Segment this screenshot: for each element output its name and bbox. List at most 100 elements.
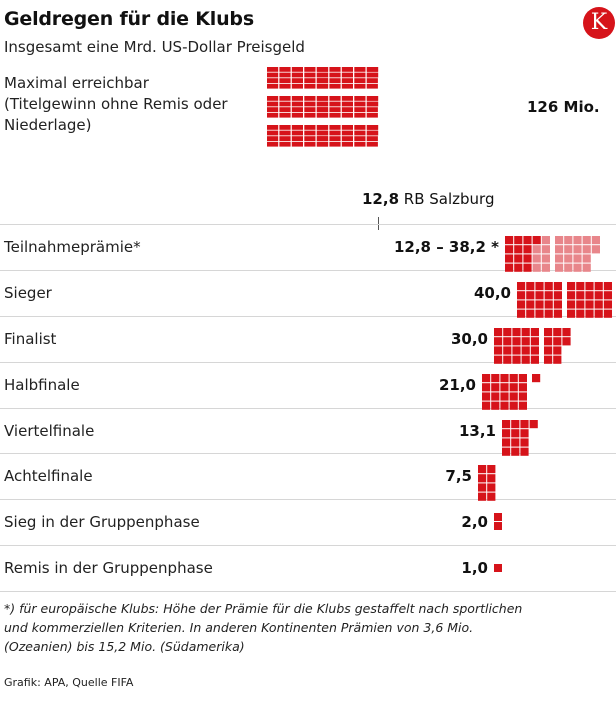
row-square [541, 236, 550, 245]
maximum-squares [267, 67, 379, 147]
maximum-square [291, 67, 303, 72]
maximum-square [341, 107, 353, 112]
row-square [603, 291, 612, 300]
row-square [494, 337, 503, 346]
row-square [511, 429, 520, 438]
row-square [500, 392, 509, 401]
maximum-square [354, 67, 366, 72]
row-square [530, 328, 539, 337]
row-square [521, 346, 530, 355]
maximum-square [291, 112, 303, 118]
maximum-square [329, 125, 341, 130]
row-square [530, 346, 539, 355]
row-square [591, 236, 600, 245]
maximum-square [366, 136, 378, 141]
maximum-square [341, 130, 353, 136]
row-square [562, 337, 571, 346]
row-square [553, 328, 562, 337]
maximum-square [279, 112, 291, 118]
row-label: Finalist [4, 330, 57, 348]
row-square [532, 254, 541, 263]
row-square [491, 401, 500, 410]
row-squares [478, 465, 496, 501]
maximum-square [341, 96, 353, 101]
row-square [512, 355, 521, 364]
chart-subtitle: Insgesamt eine Mrd. US-Dollar Preisgeld [4, 38, 305, 56]
maximum-square [291, 125, 303, 130]
maximum-square [354, 130, 366, 136]
maximum-square [317, 67, 329, 72]
maximum-square [354, 78, 366, 83]
maximum-square [304, 96, 316, 101]
row-square [541, 263, 550, 272]
row-square [523, 236, 532, 245]
reference-name: RB Salzburg [403, 190, 495, 208]
row-squares [502, 420, 538, 456]
maximum-square [267, 83, 279, 89]
maximum-square [317, 112, 329, 118]
row-square [503, 346, 512, 355]
row-square [514, 254, 523, 263]
row-square [487, 483, 496, 492]
maximum-square [354, 96, 366, 101]
row-square [526, 300, 535, 309]
row-square [494, 564, 502, 572]
row-square [544, 291, 553, 300]
maximum-square [304, 107, 316, 112]
row-square [555, 245, 564, 254]
row-square [482, 374, 491, 383]
maximum-square [317, 83, 329, 89]
maximum-square [279, 125, 291, 130]
row-square [567, 300, 576, 309]
row-square [500, 374, 509, 383]
row-square [494, 513, 502, 521]
row-square [512, 346, 521, 355]
row-square [603, 282, 612, 291]
row-square [535, 291, 544, 300]
row-square [544, 300, 553, 309]
row-square [502, 447, 511, 456]
row-square [494, 522, 502, 530]
row-square [532, 245, 541, 254]
row-square [585, 309, 594, 318]
maximum-square [304, 141, 316, 147]
row-square [514, 263, 523, 272]
maximum-square [267, 78, 279, 83]
reference-tick [378, 217, 379, 230]
row-divider [0, 545, 616, 546]
row-square [564, 263, 573, 272]
row-square [521, 328, 530, 337]
row-square [523, 263, 532, 272]
row-square [585, 300, 594, 309]
maximum-square [304, 67, 316, 72]
maximum-square [367, 96, 379, 101]
maximum-square [341, 72, 353, 78]
maximum-square [341, 125, 353, 130]
maximum-square [354, 107, 366, 112]
maximum-square [329, 83, 341, 89]
row-square [503, 328, 512, 337]
maximum-square [329, 101, 341, 107]
maximum-square [279, 83, 291, 89]
row-square [567, 282, 576, 291]
row-label: Teilnahmeprämie* [4, 238, 141, 256]
row-label: Halbfinale [4, 376, 80, 394]
row-squares [494, 328, 571, 364]
row-square [603, 309, 612, 318]
maximum-square [341, 78, 353, 83]
row-square [512, 328, 521, 337]
row-square [544, 346, 553, 355]
maximum-square [279, 107, 291, 112]
row-square [482, 383, 491, 392]
row-square [585, 291, 594, 300]
row-square [553, 291, 562, 300]
row-divider [0, 362, 616, 363]
row-square [594, 282, 603, 291]
row-label: Sieger [4, 284, 52, 302]
row-square [526, 282, 535, 291]
maximum-square [366, 112, 378, 118]
row-square [544, 282, 553, 291]
maximum-square [354, 83, 366, 89]
row-squares [517, 282, 612, 318]
row-square [526, 291, 535, 300]
